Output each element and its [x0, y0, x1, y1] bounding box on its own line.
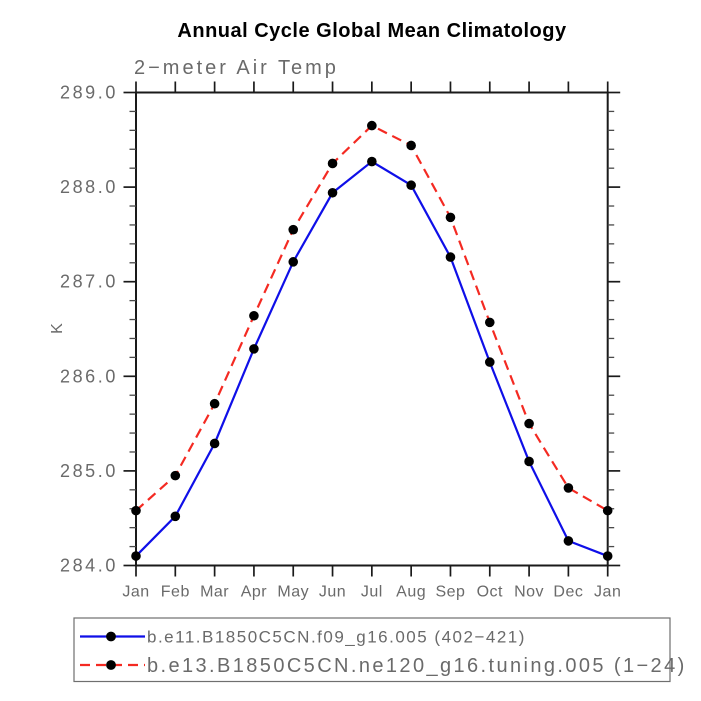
data-point-marker — [602, 505, 613, 516]
x-tick-label: Jun — [319, 584, 346, 601]
x-tick-label: Dec — [553, 584, 583, 601]
data-point-marker — [563, 483, 574, 493]
y-tick-label: 284.0 — [60, 556, 118, 576]
x-tick-label: Feb — [161, 584, 190, 601]
data-point-marker — [209, 398, 220, 409]
x-tick-label: Jan — [122, 584, 149, 601]
data-point-marker — [524, 456, 534, 467]
legend-marker-red-icon — [106, 660, 116, 670]
data-point-marker — [524, 418, 534, 429]
legend-label-series-2: b.e13.B1850C5CN.ne120_g16.tuning.005 (1−… — [147, 655, 687, 677]
legend-box — [73, 617, 671, 683]
y-tick-label: 286.0 — [60, 366, 118, 386]
data-point-marker — [406, 180, 416, 191]
data-point-marker — [602, 551, 613, 561]
x-tick-label: Aug — [396, 584, 426, 601]
data-point-marker — [367, 120, 377, 131]
data-point-marker — [249, 344, 259, 354]
y-tick-label: 285.0 — [60, 461, 118, 481]
legend-label-series-1: b.e11.B1850C5CN.f09_g16.005 (402−421) — [147, 628, 526, 647]
data-point-marker — [170, 511, 181, 522]
data-point-marker — [484, 357, 495, 367]
data-point-marker — [249, 310, 259, 321]
y-axis-label: K — [49, 322, 66, 334]
data-point-marker — [563, 536, 574, 546]
data-point-marker — [445, 212, 456, 223]
legend: b.e11.B1850C5CN.f09_g16.005 (402−421) b.… — [73, 617, 687, 683]
y-tick-label: 289.0 — [60, 83, 118, 103]
x-tick-label: Sep — [435, 584, 465, 601]
chart-title: Annual Cycle Global Mean Climatology — [177, 20, 567, 42]
x-tick-label: Mar — [200, 584, 229, 601]
series-line-2 — [135, 124, 609, 512]
data-point-marker — [131, 551, 141, 561]
x-tick-label: Nov — [514, 584, 544, 601]
x-tick-label: Apr — [241, 584, 268, 601]
data-point-marker — [327, 187, 338, 198]
x-tick-label: Oct — [477, 584, 503, 601]
x-tick-label: Jan — [594, 584, 621, 601]
data-point-marker — [484, 317, 495, 328]
data-point-marker — [170, 470, 181, 481]
data-point-marker — [288, 224, 299, 235]
data-point-marker — [367, 156, 377, 167]
legend-marker-blue-icon — [106, 631, 116, 642]
plot-area: Jan Feb Mar Apr May Jun Jul Aug Sep Oct Nov Dec Jan2… — [60, 81, 621, 601]
series-line-1 — [135, 160, 609, 558]
data-point-marker — [445, 252, 456, 262]
data-point-marker — [406, 140, 416, 151]
data-point-marker — [131, 505, 141, 516]
x-tick-label: Jul — [361, 584, 383, 601]
data-point-marker — [288, 257, 299, 267]
y-tick-label: 288.0 — [60, 177, 118, 197]
data-point-marker — [209, 438, 220, 449]
x-tick-label: May — [277, 584, 309, 601]
y-tick-label: 287.0 — [60, 272, 118, 292]
data-point-marker — [327, 158, 338, 169]
chart-subtitle: 2−meter Air Temp — [134, 57, 339, 79]
